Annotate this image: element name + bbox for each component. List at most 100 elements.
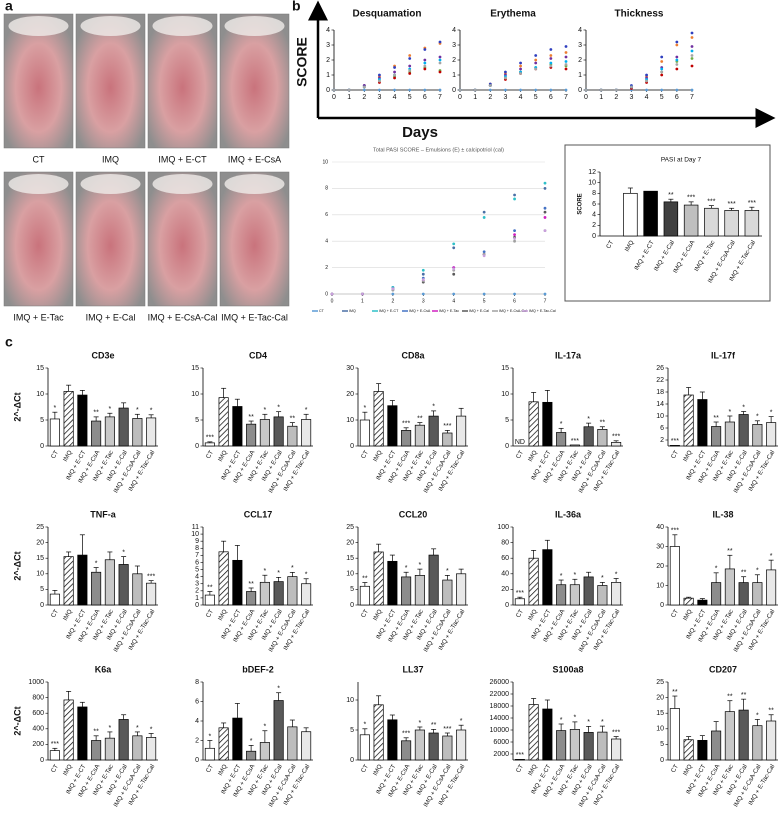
significance: *	[460, 718, 463, 725]
x-tick-label: CT	[205, 449, 215, 460]
y-tick-label: 15	[656, 710, 664, 717]
bar	[301, 583, 312, 606]
y-tick-label: 0	[195, 757, 199, 764]
point	[549, 54, 553, 57]
x-tick-label: CT	[605, 239, 615, 250]
significance: ***	[612, 729, 620, 736]
point	[408, 72, 412, 75]
y-tick-label: 40	[501, 571, 509, 578]
x-tick-label: 2	[488, 94, 492, 101]
significance: ***	[206, 435, 214, 442]
y-tick-label: 5	[505, 417, 509, 424]
x-tick-label: CT	[360, 449, 370, 460]
bar	[373, 704, 384, 761]
x-tick-label: 0	[458, 94, 462, 101]
y-tick-label: 4	[325, 239, 328, 245]
point	[473, 88, 477, 92]
y-tick-label: 2	[325, 265, 328, 271]
y-tick-label: 0	[578, 87, 582, 94]
chart-title: IL-36a	[555, 509, 582, 519]
point	[378, 73, 381, 77]
chart-title: TNF-a	[90, 509, 116, 519]
bar	[401, 740, 412, 761]
point	[534, 61, 538, 65]
y-tick-label: 15	[36, 365, 44, 372]
y-tick-label: 15	[346, 555, 354, 562]
significance: *	[364, 405, 367, 412]
point	[690, 45, 694, 48]
chart-title: IL-17a	[555, 350, 582, 360]
score-label: SCORE	[294, 37, 310, 87]
point	[438, 55, 442, 59]
x-tick-label: 7	[564, 94, 568, 101]
y-axis-label: 2^-ΔCt	[12, 392, 22, 421]
x-tick-label: 0	[584, 94, 588, 101]
significance: **	[768, 708, 774, 715]
y-tick-label: 400	[32, 726, 44, 733]
bar	[63, 699, 74, 761]
y-tick-label: 10	[346, 417, 354, 424]
bar	[204, 594, 215, 606]
significance: *	[277, 570, 280, 577]
significance: ***	[516, 752, 524, 759]
photo-fur	[152, 174, 213, 194]
bar	[663, 201, 679, 237]
point	[408, 54, 412, 57]
point	[564, 51, 568, 54]
photo	[3, 171, 74, 307]
photo-caption: IMQ	[102, 154, 119, 164]
point	[690, 57, 694, 60]
point	[564, 63, 568, 66]
x-tick-label: 2	[614, 94, 618, 101]
y-tick-label: 6	[325, 212, 328, 218]
bar	[401, 430, 412, 447]
y-tick-label: 4	[195, 573, 199, 580]
significance: **	[93, 410, 99, 417]
y-tick-label: 10	[36, 571, 44, 578]
y-tick-label: 60	[501, 555, 509, 562]
bar	[246, 423, 257, 447]
x-tick-label: 2	[391, 298, 394, 304]
x-tick-label: 2	[362, 94, 366, 101]
point	[408, 57, 412, 60]
x-tick-label: IMQ + E-Tac	[693, 239, 716, 272]
bar	[456, 729, 467, 761]
significance: *	[615, 571, 618, 578]
point	[534, 54, 538, 57]
photo-fur	[152, 16, 213, 36]
y-tick-label: 10	[322, 159, 328, 165]
x-tick-label: IMQ	[217, 449, 229, 463]
bar	[373, 551, 384, 606]
significance: ***	[612, 434, 620, 441]
chart-title: Total PASI SCORE – Emulsions (E) ± calci…	[373, 147, 504, 153]
x-tick-label: IMQ	[372, 449, 384, 463]
photo	[75, 13, 146, 149]
y-tick-label: 2	[326, 57, 330, 64]
y-tick-label: 6	[195, 559, 199, 566]
y-tick-label: 25	[656, 679, 664, 686]
point	[361, 292, 364, 296]
bar	[456, 415, 467, 447]
bar	[373, 391, 384, 447]
point	[482, 250, 486, 254]
point	[675, 67, 679, 71]
y-tick-label: 10	[36, 391, 44, 398]
point	[690, 36, 694, 39]
y-tick-label: 14000	[490, 715, 510, 722]
y-tick-label: 5	[660, 741, 664, 748]
bar	[711, 582, 722, 606]
bar	[146, 737, 157, 761]
point	[534, 58, 538, 62]
bar	[556, 432, 567, 447]
bar	[387, 560, 398, 606]
bar	[611, 738, 622, 761]
point	[452, 246, 456, 250]
x-tick-label: CT	[670, 608, 680, 619]
y-tick-label: 7	[195, 552, 199, 559]
point	[690, 64, 694, 68]
y-tick-label: 3	[195, 581, 199, 588]
x-tick-label: 1	[599, 94, 603, 101]
significance: **	[727, 694, 733, 701]
y-tick-label: 11	[192, 524, 199, 531]
